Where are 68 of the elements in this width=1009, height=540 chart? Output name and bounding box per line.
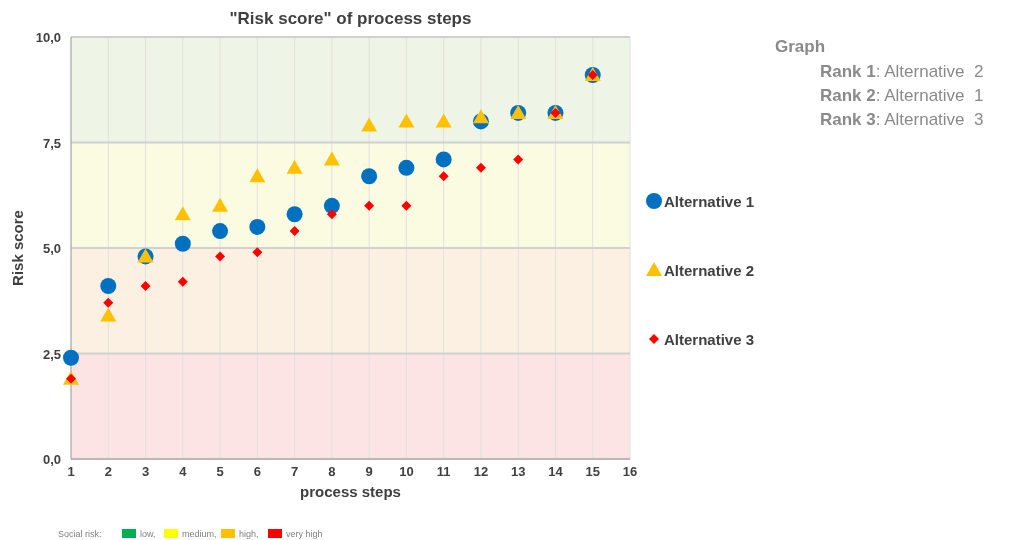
text: Graph: [775, 37, 826, 56]
point: [361, 168, 378, 185]
point: [252, 247, 263, 258]
y-tick-label: 2,5: [42, 346, 61, 362]
text: Rank 1: Alternative 2: [820, 62, 984, 81]
text: high,: [239, 529, 259, 539]
x-tick-label: 12: [473, 464, 489, 479]
y-axis-title: Risk score: [9, 210, 26, 286]
point: [103, 297, 114, 308]
x-tick-label: 1: [67, 464, 75, 479]
point: [286, 159, 303, 174]
point: [289, 226, 300, 237]
x-tick-label: 2: [104, 464, 112, 479]
point: [475, 162, 486, 173]
point: [212, 197, 229, 212]
point: [177, 276, 188, 287]
text: Rank 2: Alternative 1: [820, 86, 984, 105]
x-tick-label: 4: [179, 464, 188, 479]
chart-title: "Risk score" of process steps: [229, 9, 472, 28]
text: very high: [286, 529, 323, 539]
text: Rank 3: Alternative 3: [820, 110, 984, 129]
x-tick-label: 14: [548, 464, 564, 479]
text: low,: [140, 529, 156, 539]
point: [249, 218, 266, 235]
x-tick-label: 16: [622, 464, 638, 479]
point: [364, 200, 375, 211]
legend-label: Alternative 1: [664, 193, 755, 210]
point: [326, 209, 337, 220]
point: [323, 151, 340, 166]
point: [140, 280, 151, 291]
text: medium,: [182, 529, 217, 539]
x-tick-label: 6: [253, 464, 261, 479]
point: [435, 151, 452, 168]
x-tick-label: 5: [216, 464, 224, 479]
legend-label: Alternative 3: [664, 331, 755, 348]
x-axis-title: process steps: [300, 483, 401, 500]
y-tick-label: 0,0: [42, 452, 61, 467]
x-tick-label: 15: [585, 464, 600, 479]
point: [174, 235, 191, 252]
x-tick-label: 8: [328, 464, 336, 479]
point: [215, 251, 226, 262]
point: [323, 197, 340, 214]
point: [361, 117, 378, 132]
point: [100, 307, 117, 322]
y-tick-label: 10,0: [35, 30, 61, 45]
point: [398, 159, 415, 176]
x-tick-label: 3: [141, 464, 150, 479]
point: [212, 223, 229, 240]
y-tick-label: 5,0: [42, 241, 61, 256]
x-tick-label: 13: [510, 464, 526, 479]
point: [249, 168, 266, 183]
y-tick-label: 7,5: [42, 135, 61, 151]
text: Social risk:: [58, 529, 102, 539]
point: [398, 113, 415, 128]
x-tick-label: 10: [399, 464, 414, 479]
point: [513, 154, 524, 165]
x-tick-label: 9: [365, 464, 373, 479]
x-tick-label: 7: [290, 464, 299, 479]
point: [435, 113, 452, 128]
x-tick-label: 11: [436, 464, 451, 479]
point: [438, 171, 449, 182]
point: [100, 277, 117, 294]
point: [401, 200, 412, 211]
point: [174, 206, 191, 221]
point: [63, 349, 79, 366]
point: [472, 109, 489, 124]
legend-label: Alternative 2: [664, 262, 755, 279]
point: [286, 206, 303, 223]
